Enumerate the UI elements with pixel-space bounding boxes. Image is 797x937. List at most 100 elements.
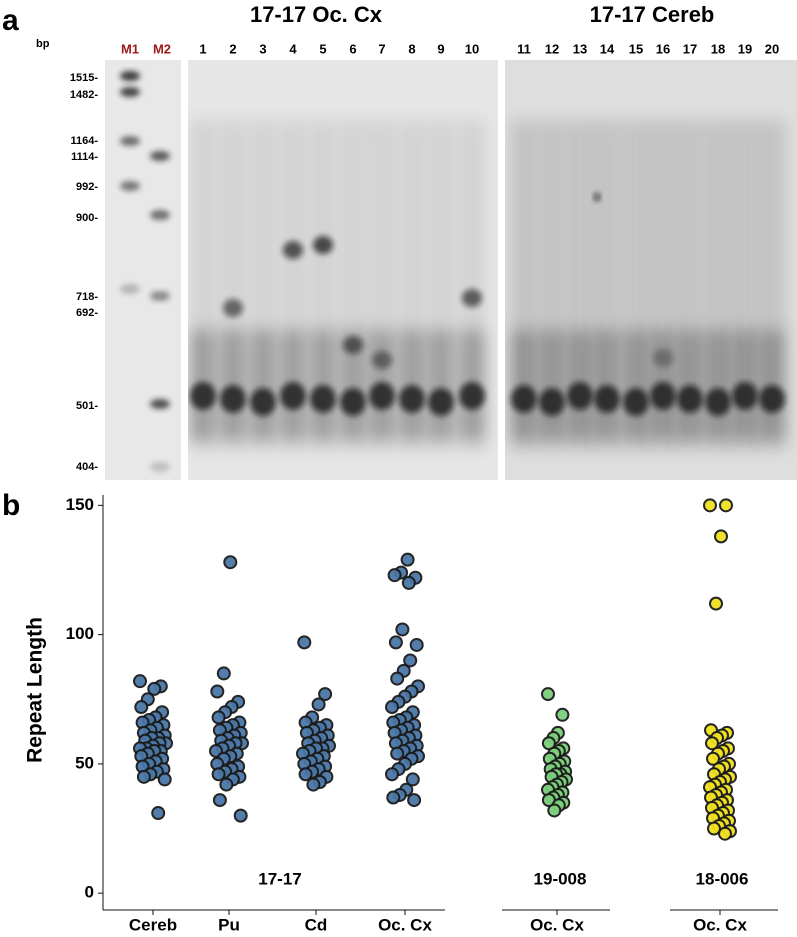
point xyxy=(395,622,410,637)
x-tick-label: Oc. Cx xyxy=(693,915,747,934)
y-axis-label: Repeat Length xyxy=(24,617,47,763)
band xyxy=(120,87,140,97)
point xyxy=(157,772,172,787)
lane-label: 5 xyxy=(319,41,326,56)
lane-label: 16 xyxy=(656,41,670,56)
point xyxy=(707,821,721,836)
band xyxy=(220,385,246,413)
point xyxy=(151,806,166,821)
lane-label: 19 xyxy=(738,41,752,56)
lane-label: 17 xyxy=(683,41,697,56)
point xyxy=(134,700,149,715)
point xyxy=(386,790,401,805)
point xyxy=(306,777,321,792)
size-label: 992- xyxy=(76,181,98,193)
smear xyxy=(429,330,453,440)
point xyxy=(318,687,333,702)
point xyxy=(409,637,424,652)
point xyxy=(718,826,732,841)
band xyxy=(280,382,306,410)
point xyxy=(709,596,723,611)
band xyxy=(653,349,673,367)
band xyxy=(759,385,785,413)
lane-label: 8 xyxy=(408,41,415,56)
band xyxy=(150,462,170,472)
band xyxy=(120,181,140,191)
panel-label: b xyxy=(2,489,20,522)
point xyxy=(390,746,405,761)
x-tick-label: Cereb xyxy=(129,915,177,934)
point xyxy=(210,684,225,699)
size-label: 1482- xyxy=(70,89,98,101)
point xyxy=(705,736,719,751)
point xyxy=(311,697,326,712)
lane-label: 7 xyxy=(378,41,385,56)
band xyxy=(283,241,303,259)
lane-label: 18 xyxy=(711,41,725,56)
point xyxy=(216,666,231,681)
y-tick-label: 150 xyxy=(66,495,94,514)
point xyxy=(405,772,420,787)
point xyxy=(706,751,720,766)
x-tick-label: Cd xyxy=(305,915,328,934)
lane-label: 10 xyxy=(465,41,479,56)
band xyxy=(705,388,731,416)
point xyxy=(297,635,312,650)
point xyxy=(147,681,162,696)
point xyxy=(136,769,151,784)
band xyxy=(120,284,140,294)
band xyxy=(539,388,565,416)
lane-label: 2 xyxy=(229,41,236,56)
y-tick-label: 50 xyxy=(75,753,94,772)
point xyxy=(387,568,402,583)
point xyxy=(719,498,733,513)
sample-bands xyxy=(190,120,485,450)
point xyxy=(233,808,248,823)
point xyxy=(541,687,555,702)
band xyxy=(150,151,170,161)
band xyxy=(677,385,703,413)
size-label: 1515- xyxy=(70,72,98,84)
band xyxy=(313,236,333,254)
band xyxy=(120,136,140,146)
point xyxy=(211,767,226,782)
point xyxy=(407,793,422,808)
x-tick-label: Oc. Cx xyxy=(530,915,584,934)
band xyxy=(372,351,392,369)
point xyxy=(211,710,226,725)
lane-label: 4 xyxy=(289,41,297,56)
point xyxy=(390,671,405,686)
band xyxy=(594,385,620,413)
lane-label: 13 xyxy=(573,41,587,56)
lane-label: 6 xyxy=(349,41,356,56)
band xyxy=(310,385,336,413)
point xyxy=(714,529,728,544)
band xyxy=(567,382,593,410)
band xyxy=(594,193,600,201)
bp-label: bp xyxy=(36,38,50,50)
point xyxy=(703,498,717,513)
band xyxy=(369,382,395,410)
band xyxy=(150,291,170,301)
size-label: 404- xyxy=(76,461,98,473)
y-tick-label: 0 xyxy=(85,883,94,902)
smear xyxy=(540,330,564,440)
point xyxy=(133,674,147,689)
band xyxy=(462,289,482,307)
point xyxy=(400,552,415,567)
smear xyxy=(624,330,648,440)
band xyxy=(150,210,170,220)
point xyxy=(298,767,313,782)
band xyxy=(623,388,649,416)
band xyxy=(511,385,537,413)
group-label: 19-008 xyxy=(534,869,587,888)
band xyxy=(732,382,758,410)
smear xyxy=(706,330,730,440)
gel-image xyxy=(105,60,797,480)
gel-title: 17-17 Oc. Cx xyxy=(250,2,383,27)
x-tick-label: Pu xyxy=(218,915,240,934)
lane-label: 14 xyxy=(600,41,615,56)
lane-label: M2 xyxy=(153,41,171,56)
band xyxy=(428,388,454,416)
